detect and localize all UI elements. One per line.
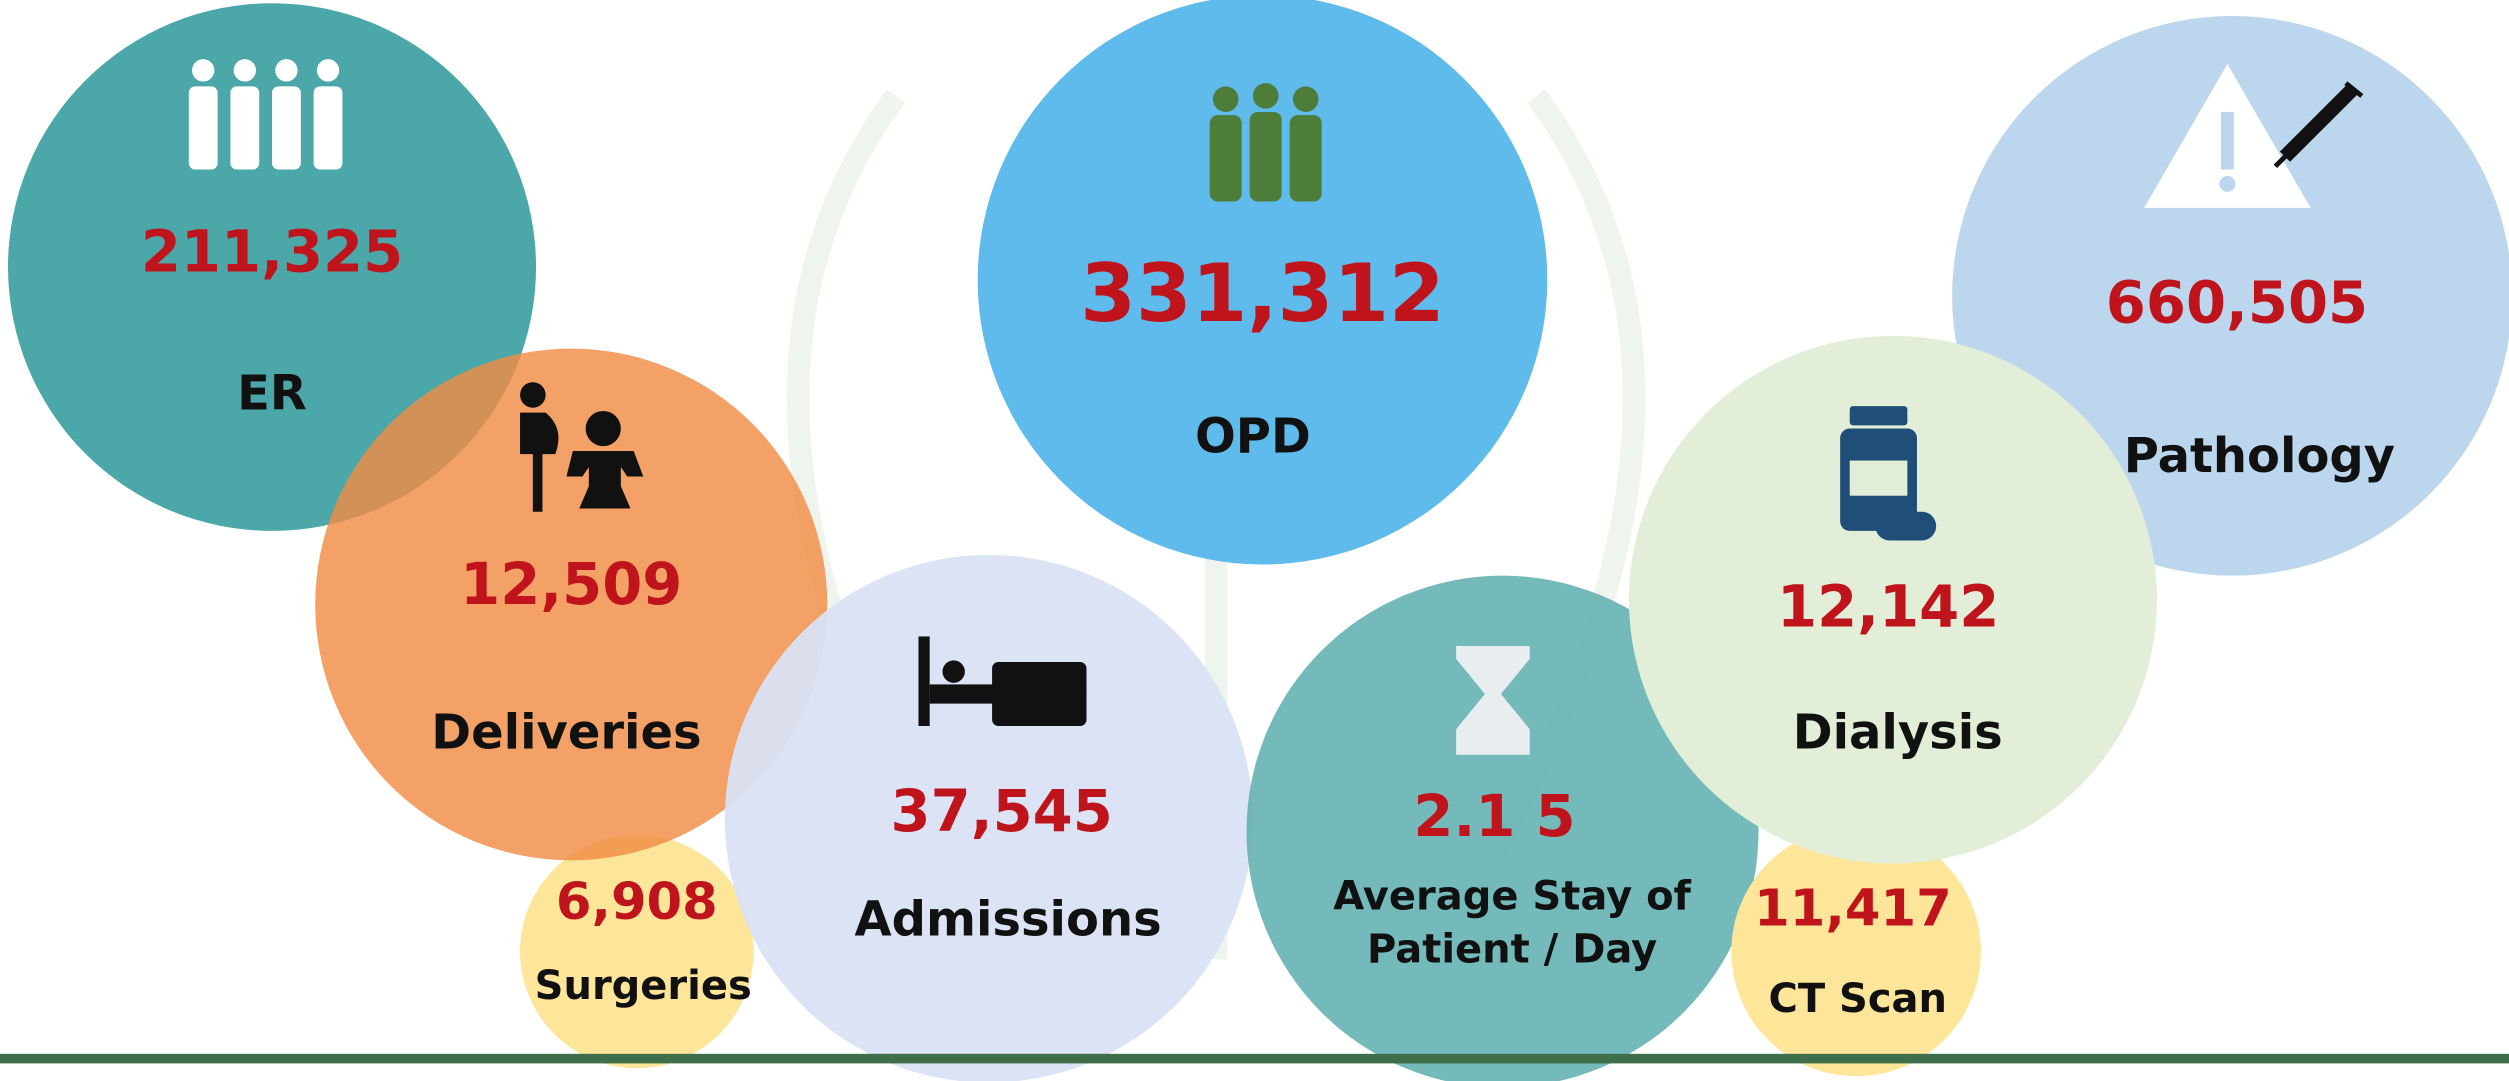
average-stay-label-line: Average Stay of: [1333, 874, 1691, 920]
er-label: ER: [237, 366, 307, 422]
dialysis-label: Dialysis: [1793, 705, 2003, 761]
er-value: 211,325: [141, 218, 403, 285]
er-icon: [188, 59, 343, 170]
er-bubble: [8, 3, 537, 531]
deliveries-label: Deliveries: [431, 705, 701, 761]
deliveries-bubble: [315, 348, 828, 861]
opd-value: 331,312: [1080, 247, 1444, 340]
ct-scan-label: CT Scan: [1768, 976, 1947, 1022]
pathology-value: 660,505: [2106, 270, 2368, 337]
dialysis-bubble: [1628, 335, 2157, 864]
opd-bubble: [977, 0, 1548, 565]
surgeries-bubble: [520, 834, 754, 1069]
average-stay-value: 2.1 5: [1413, 783, 1575, 850]
surgeries-label: Surgeries: [535, 963, 752, 1009]
dialysis-icon: [1840, 406, 1937, 541]
average-stay-bubble: [1246, 575, 1759, 1081]
average-stay-label-line: Patient / Day: [1367, 926, 1657, 972]
surgeries-value: 6,908: [556, 872, 718, 932]
ct-scan-bubble: [1731, 826, 1981, 1077]
admissions-label: Admissions: [854, 892, 1161, 948]
pathology-label: Pathology: [2124, 428, 2395, 484]
admissions-bubble: [724, 554, 1253, 1081]
opd-label: OPD: [1195, 409, 1311, 465]
admissions-value: 37,545: [891, 778, 1113, 845]
dialysis-value: 12,142: [1777, 573, 1999, 640]
ct-scan-value: 11,417: [1754, 879, 1952, 939]
deliveries-value: 12,509: [460, 551, 682, 618]
bottom-rule: [0, 1053, 2509, 1064]
admissions-icon: [918, 636, 1087, 726]
deliveries-icon: [520, 382, 644, 512]
pathology-icon: [2144, 63, 2364, 208]
average-stay-icon: [1456, 646, 1530, 755]
opd-icon: [1209, 83, 1322, 202]
